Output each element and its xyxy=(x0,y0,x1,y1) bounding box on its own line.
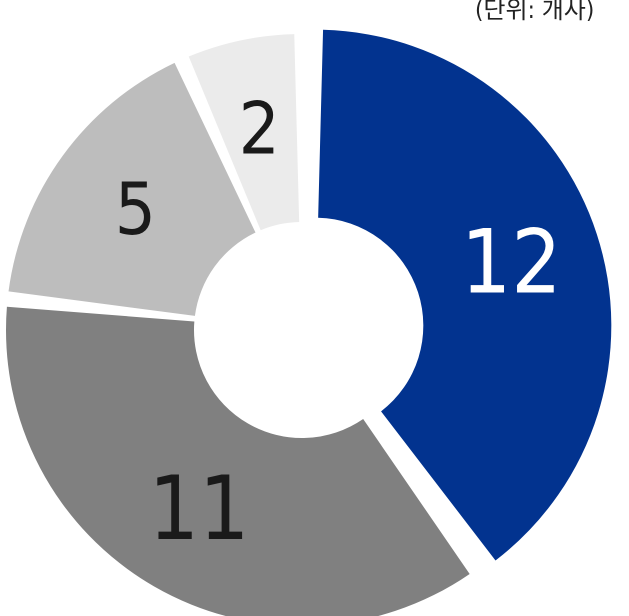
unit-label: (단위: 개사) xyxy=(475,0,595,24)
slice-value-label-2: 5 xyxy=(115,167,156,251)
slice-value-label-0: 12 xyxy=(461,211,562,314)
pie-slice-1 xyxy=(6,306,470,616)
slice-value-label-3: 2 xyxy=(239,87,280,171)
pie-slice-3 xyxy=(188,34,300,231)
pie-slice-0 xyxy=(318,29,612,561)
pie-slice-2 xyxy=(8,62,256,316)
slice-value-label-1: 11 xyxy=(149,457,250,560)
